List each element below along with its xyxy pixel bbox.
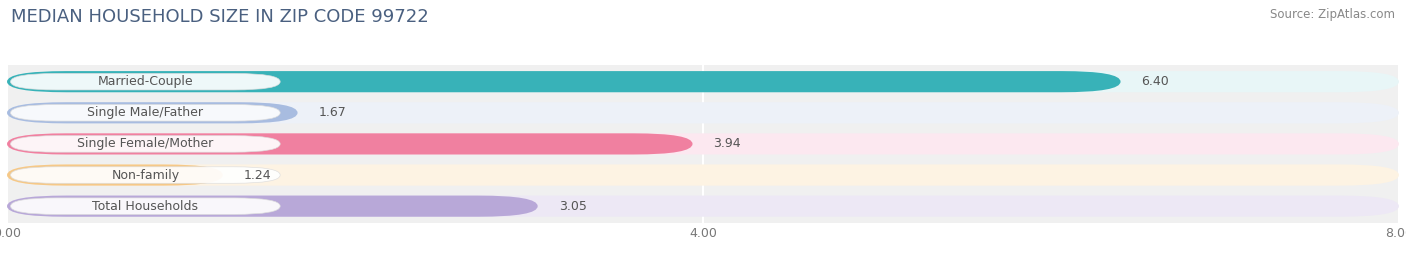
FancyBboxPatch shape — [10, 73, 280, 90]
FancyBboxPatch shape — [7, 196, 537, 217]
Text: Non-family: Non-family — [111, 169, 180, 182]
Text: 3.05: 3.05 — [558, 200, 586, 213]
Text: 1.67: 1.67 — [319, 106, 346, 119]
Text: Source: ZipAtlas.com: Source: ZipAtlas.com — [1270, 8, 1395, 21]
FancyBboxPatch shape — [7, 102, 1399, 123]
Text: 3.94: 3.94 — [713, 137, 741, 150]
Text: 6.40: 6.40 — [1142, 75, 1170, 88]
FancyBboxPatch shape — [7, 164, 222, 186]
FancyBboxPatch shape — [7, 133, 693, 154]
Text: Married-Couple: Married-Couple — [97, 75, 193, 88]
FancyBboxPatch shape — [7, 133, 1399, 154]
FancyBboxPatch shape — [7, 102, 298, 123]
Text: Total Households: Total Households — [93, 200, 198, 213]
FancyBboxPatch shape — [10, 167, 280, 183]
Text: 1.24: 1.24 — [243, 169, 271, 182]
FancyBboxPatch shape — [10, 198, 280, 214]
FancyBboxPatch shape — [10, 136, 280, 152]
Text: MEDIAN HOUSEHOLD SIZE IN ZIP CODE 99722: MEDIAN HOUSEHOLD SIZE IN ZIP CODE 99722 — [11, 8, 429, 26]
FancyBboxPatch shape — [7, 164, 1399, 186]
Text: Single Male/Father: Single Male/Father — [87, 106, 204, 119]
FancyBboxPatch shape — [10, 105, 280, 121]
Text: Single Female/Mother: Single Female/Mother — [77, 137, 214, 150]
FancyBboxPatch shape — [7, 71, 1399, 92]
FancyBboxPatch shape — [7, 196, 1399, 217]
FancyBboxPatch shape — [7, 71, 1121, 92]
